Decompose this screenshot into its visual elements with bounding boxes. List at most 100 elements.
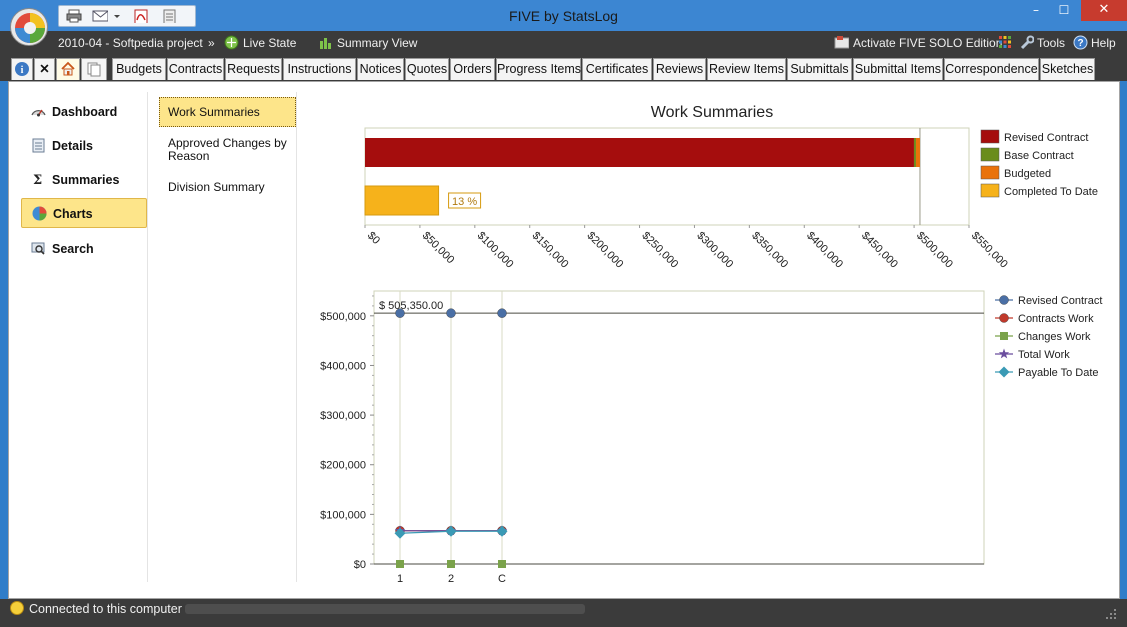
- legend-label: Total Work: [1018, 349, 1070, 361]
- dashboard-icon: [30, 103, 47, 120]
- nav-search[interactable]: Search: [21, 234, 147, 264]
- tab-orders[interactable]: Orders: [450, 58, 495, 80]
- x-tick-label: $550,000: [969, 230, 1010, 271]
- minimize-button[interactable]: –: [1033, 3, 1039, 17]
- live-state-icon: [224, 35, 239, 50]
- legend-label: Base Contract: [1004, 150, 1074, 162]
- tab-requests[interactable]: Requests: [225, 58, 282, 80]
- subnav-work-summaries[interactable]: Work Summaries: [159, 97, 296, 127]
- reference-label: $ 505,350.00: [379, 300, 443, 312]
- maximize-button[interactable]: ☐: [1058, 3, 1070, 17]
- legend-label: Completed To Date: [1004, 186, 1098, 198]
- y-tick-label: $500,000: [320, 311, 366, 323]
- tab-notices[interactable]: Notices: [357, 58, 404, 80]
- nav-summaries[interactable]: Σ Summaries: [21, 165, 147, 195]
- legend-label: Budgeted: [1004, 168, 1051, 180]
- info-tab[interactable]: i: [11, 58, 33, 80]
- tab-budgets[interactable]: Budgets: [112, 58, 166, 80]
- legend-swatch: [980, 165, 1000, 180]
- tab-submittals[interactable]: Submittals: [787, 58, 852, 80]
- tools-menu[interactable]: Tools: [1037, 36, 1066, 50]
- x-tick-label: $350,000: [749, 230, 790, 271]
- nav-label: Search: [52, 242, 94, 256]
- data-point-payable-to-date: [445, 525, 457, 537]
- svg-text:Σ: Σ: [33, 173, 42, 188]
- x-tick-label: $50,000: [420, 230, 457, 267]
- bar-base-contract: [913, 138, 916, 167]
- close-tab-button[interactable]: ✕: [34, 58, 55, 80]
- data-point-revised-contract: [497, 308, 507, 318]
- legend-marker: [999, 295, 1009, 305]
- legend-swatch: [980, 183, 1000, 198]
- document-icon[interactable]: [161, 9, 177, 23]
- summary-view-link[interactable]: Summary View: [337, 36, 418, 50]
- bar-completed-to-date: [364, 185, 440, 216]
- tab-instructions[interactable]: Instructions: [283, 58, 356, 80]
- print-icon[interactable]: [66, 9, 82, 23]
- tab-sketches[interactable]: Sketches: [1040, 58, 1095, 80]
- x-tick-label: $300,000: [694, 230, 735, 271]
- home-icon: [61, 61, 75, 76]
- data-point-changes-work: [498, 560, 506, 568]
- tab-progress-items[interactable]: Progress Items: [496, 58, 581, 80]
- status-bar: Connected to this computer: [0, 599, 1127, 627]
- project-bar: 2010-04 - Softpedia project » Live State…: [0, 31, 1127, 56]
- legend-marker: [999, 313, 1009, 323]
- x-tick-label: $100,000: [475, 230, 516, 271]
- data-point-payable-to-date: [394, 527, 406, 539]
- legend-marker: [1000, 332, 1008, 340]
- activate-solo-link[interactable]: Activate FIVE SOLO Edition: [853, 36, 1003, 50]
- nav-label: Details: [52, 139, 93, 153]
- legend-label: Revised Contract: [1004, 132, 1088, 144]
- search-icon: [30, 240, 47, 257]
- x-tick-label: $400,000: [804, 230, 845, 271]
- tab-reviews[interactable]: Reviews: [653, 58, 706, 80]
- subnav-divider: [296, 92, 297, 582]
- window-title: FIVE by StatsLog: [509, 8, 618, 24]
- nav-charts[interactable]: Charts: [21, 198, 147, 228]
- subnav-approved-changes[interactable]: Approved Changes by Reason: [168, 136, 287, 163]
- subnav-division-summary[interactable]: Division Summary: [168, 180, 265, 194]
- data-point-payable-to-date: [496, 525, 508, 537]
- legend-label: Changes Work: [1018, 331, 1091, 343]
- project-name[interactable]: 2010-04 - Softpedia project: [58, 36, 203, 50]
- x-category-label: 2: [448, 573, 454, 585]
- data-point-revised-contract: [446, 308, 456, 318]
- info-icon: i: [15, 62, 29, 76]
- help-link[interactable]: Help: [1091, 36, 1116, 50]
- y-tick-label: $0: [354, 559, 366, 571]
- nav-dashboard[interactable]: Dashboard: [21, 97, 147, 127]
- nav-label: Dashboard: [52, 105, 118, 119]
- summary-view-icon: [320, 38, 331, 49]
- tab-submittal-items[interactable]: Submittal Items: [853, 58, 943, 80]
- home-tab[interactable]: [56, 58, 80, 80]
- title-bar: FIVE by StatsLog – ☐ ✕: [0, 0, 1127, 31]
- email-icon[interactable]: [92, 9, 108, 23]
- legend-label: Payable To Date: [1018, 367, 1099, 379]
- app-logo-icon[interactable]: [10, 8, 48, 46]
- tab-quotes[interactable]: Quotes: [405, 58, 449, 80]
- tab-contracts[interactable]: Contracts: [167, 58, 224, 80]
- close-window-button[interactable]: ✕: [1081, 0, 1127, 21]
- legend-swatch: [980, 129, 1000, 144]
- breadcrumb-separator: »: [208, 36, 215, 50]
- dropdown-arrow-icon[interactable]: [113, 9, 129, 23]
- apps-grid-icon[interactable]: [998, 35, 1013, 50]
- data-point-changes-work: [447, 560, 455, 568]
- resize-grip-icon[interactable]: [1104, 607, 1118, 621]
- tab-certificates[interactable]: Certificates: [582, 58, 652, 80]
- nav-details[interactable]: Details: [21, 131, 147, 161]
- tab-correspondence[interactable]: Correspondence: [944, 58, 1039, 80]
- pages-tab[interactable]: [81, 58, 107, 80]
- svg-text:?: ?: [1077, 38, 1083, 49]
- svg-text:i: i: [21, 65, 24, 76]
- x-tick-label: $150,000: [530, 230, 571, 271]
- y-tick-label: $100,000: [320, 509, 366, 521]
- redacted-info: [185, 604, 585, 614]
- x-category-label: C: [498, 573, 506, 585]
- tab-review-items[interactable]: Review Items: [707, 58, 786, 80]
- bar-data-label-box: [448, 192, 482, 209]
- y-tick-label: $400,000: [320, 360, 366, 372]
- pdf-icon[interactable]: [133, 9, 149, 23]
- live-state-link[interactable]: Live State: [243, 36, 297, 50]
